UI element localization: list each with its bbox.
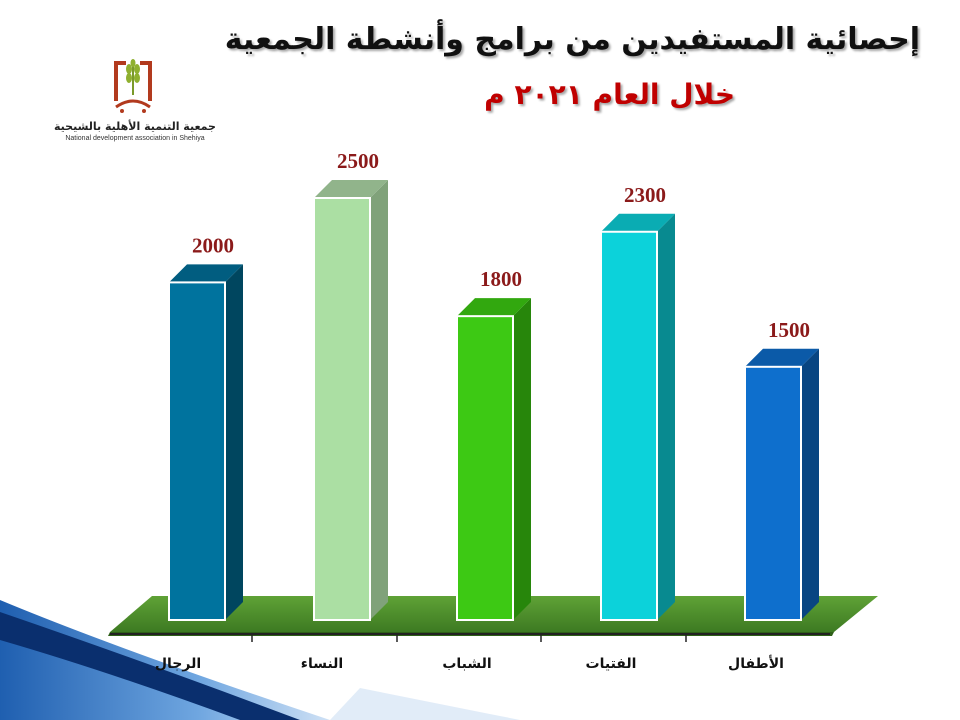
association-logo: جمعية التنمية الأهلية بالشيحية National …: [40, 55, 230, 150]
bar-side: [657, 213, 675, 620]
bar-side: [370, 180, 388, 620]
bar-top: [457, 298, 531, 317]
logo-english-name: National development association in Sheh…: [65, 135, 205, 142]
decorative-swoosh: [0, 600, 330, 720]
bar: [168, 264, 243, 621]
category-label: الشباب: [442, 656, 491, 672]
value-label: 2000: [192, 233, 234, 257]
bar: [600, 213, 675, 621]
category-label: الأطفال: [728, 655, 784, 672]
bar-front: [600, 230, 658, 621]
bar: [456, 298, 531, 621]
bar: [313, 180, 388, 621]
value-label: 2500: [337, 149, 379, 173]
bar-top: [169, 264, 243, 283]
bar-front: [313, 197, 371, 621]
bar-top: [745, 348, 819, 367]
bar-top: [314, 180, 388, 198]
value-label: 1500: [768, 318, 810, 342]
bar-top: [601, 213, 675, 232]
bar-side: [513, 298, 531, 620]
category-label: الرجال: [155, 656, 201, 672]
bar-side: [801, 348, 819, 620]
bar-front: [744, 365, 802, 621]
bar-side: [225, 264, 243, 620]
value-label: 2300: [624, 183, 666, 207]
wheat-emblem-icon: [114, 59, 152, 113]
category-label: النساء: [301, 656, 343, 672]
slide-title: إحصائية المستفيدين من برامج وأنشطة الجمع…: [224, 22, 920, 57]
logo-arabic-name: جمعية التنمية الأهلية بالشيحية: [54, 120, 216, 133]
category-label: الفتيات: [586, 656, 637, 672]
bar-front: [456, 315, 514, 621]
slide-subtitle: خلال العام ٢٠٢١ م: [484, 78, 735, 111]
decorative-swoosh-dark: [0, 612, 300, 720]
decorative-swoosh-light: [330, 688, 520, 720]
bar-front: [168, 281, 226, 621]
value-label: 1800: [480, 267, 522, 291]
bar: [744, 348, 819, 621]
